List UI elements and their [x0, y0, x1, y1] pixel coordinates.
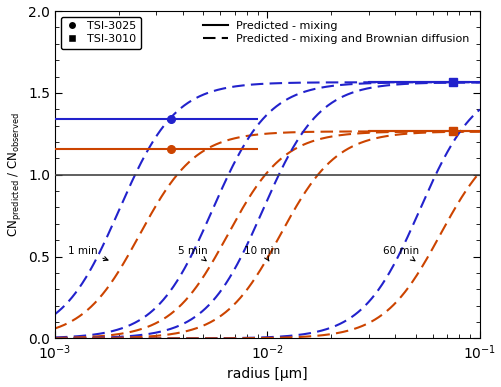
Text: 5 min: 5 min	[178, 246, 207, 261]
Y-axis label: CN$_\mathrm{predicted}$ / CN$_\mathrm{observed}$: CN$_\mathrm{predicted}$ / CN$_\mathrm{ob…	[6, 112, 23, 237]
Text: 10 min: 10 min	[244, 246, 280, 261]
Text: 1 min: 1 min	[68, 246, 108, 260]
Text: 60 min: 60 min	[382, 246, 418, 261]
X-axis label: radius [μm]: radius [μm]	[226, 367, 307, 382]
Legend: Predicted - mixing, Predicted - mixing and Brownian diffusion: Predicted - mixing, Predicted - mixing a…	[198, 17, 473, 49]
